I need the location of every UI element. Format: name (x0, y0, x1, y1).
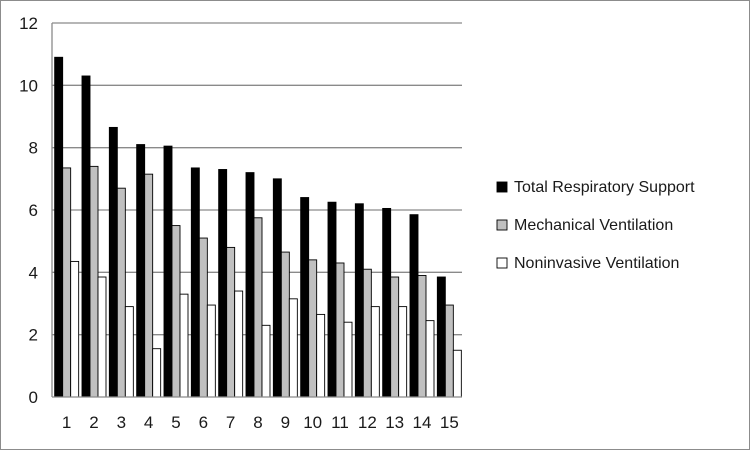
y-tick-label: 6 (29, 201, 38, 220)
legend-label: Noninvasive Ventilation (514, 255, 679, 272)
x-tick-label: 15 (440, 413, 459, 432)
x-tick-label: 1 (62, 413, 71, 432)
bar-mechanical-ventilation-9 (280, 251, 290, 398)
bar-noninvasive-ventilation-6 (206, 304, 216, 398)
bar-noninvasive-ventilation-2 (97, 276, 107, 398)
x-tick-label: 5 (171, 413, 180, 432)
bar-mechanical-ventilation-6 (198, 237, 208, 398)
x-tick-label: 3 (117, 413, 126, 432)
bar-mechanical-ventilation-13 (390, 276, 400, 398)
axes (51, 23, 462, 398)
y-tick-label: 10 (19, 76, 38, 95)
y-tick-label: 8 (29, 139, 38, 158)
legend-swatch (496, 181, 508, 193)
bar-noninvasive-ventilation-11 (343, 321, 353, 398)
bar-noninvasive-ventilation-8 (261, 324, 271, 398)
bar-mechanical-ventilation-8 (253, 217, 263, 398)
y-tick-label: 4 (29, 263, 38, 282)
bar-mechanical-ventilation-4 (144, 173, 154, 398)
x-tick-label: 6 (199, 413, 208, 432)
bar-mechanical-ventilation-12 (362, 268, 372, 398)
bar-total-respiratory-support-8 (245, 172, 255, 398)
y-tick-label: 2 (29, 326, 38, 345)
legend-label: Total Respiratory Support (514, 179, 695, 196)
x-tick-label: 12 (358, 413, 377, 432)
bar-mechanical-ventilation-11 (335, 262, 345, 398)
bar-noninvasive-ventilation-3 (124, 306, 134, 398)
bars (54, 56, 462, 398)
bar-total-respiratory-support-3 (108, 126, 118, 398)
bar-total-respiratory-support-7 (218, 169, 228, 398)
bar-total-respiratory-support-13 (382, 207, 392, 398)
x-tick-label: 10 (303, 413, 322, 432)
bar-mechanical-ventilation-10 (308, 259, 318, 398)
legend-label: Mechanical Ventilation (514, 217, 673, 234)
bar-noninvasive-ventilation-14 (425, 320, 435, 398)
x-tick-labels: 1 2 3 4 5 6 7 8 9 10 11 12 13 14 15 (62, 413, 459, 432)
bar-mechanical-ventilation-14 (417, 275, 427, 398)
bar-mechanical-ventilation-5 (171, 225, 181, 398)
y-tick-label: 0 (29, 388, 38, 407)
bar-mechanical-ventilation-2 (89, 165, 99, 398)
bar-mechanical-ventilation-15 (444, 304, 454, 398)
x-tick-label: 9 (281, 413, 290, 432)
x-tick-label: 7 (226, 413, 235, 432)
bar-total-respiratory-support-4 (136, 144, 146, 398)
bar-total-respiratory-support-1 (54, 56, 64, 398)
bar-noninvasive-ventilation-13 (398, 306, 408, 398)
bar-total-respiratory-support-10 (300, 197, 310, 398)
legend-swatch (496, 219, 508, 231)
bar-total-respiratory-support-14 (409, 214, 419, 398)
bar-noninvasive-ventilation-5 (179, 293, 189, 398)
x-tick-label: 11 (331, 413, 349, 432)
x-tick-label: 4 (144, 413, 153, 432)
y-tick-labels: 0 2 4 6 8 10 12 (19, 14, 38, 407)
bar-noninvasive-ventilation-7 (234, 290, 244, 398)
bar-noninvasive-ventilation-10 (316, 313, 326, 398)
bar-noninvasive-ventilation-9 (288, 298, 298, 398)
bar-noninvasive-ventilation-1 (70, 260, 80, 398)
x-tick-label: 2 (89, 413, 98, 432)
x-tick-label: 13 (385, 413, 404, 432)
bar-mechanical-ventilation-1 (62, 167, 72, 398)
bar-noninvasive-ventilation-12 (370, 306, 380, 398)
bar-mechanical-ventilation-7 (226, 246, 236, 398)
bar-total-respiratory-support-9 (272, 178, 282, 398)
bar-total-respiratory-support-12 (354, 203, 364, 398)
legend: Total Respiratory Support Mechanical Vent… (496, 179, 695, 272)
bar-noninvasive-ventilation-15 (452, 349, 462, 398)
x-tick-label: 8 (253, 413, 262, 432)
bar-noninvasive-ventilation-4 (152, 348, 162, 398)
y-tick-label: 12 (19, 14, 38, 33)
bar-total-respiratory-support-6 (190, 167, 200, 398)
bar-mechanical-ventilation-3 (116, 187, 126, 398)
bar-total-respiratory-support-2 (81, 75, 91, 398)
x-tick-label: 14 (413, 413, 432, 432)
legend-swatch (496, 257, 508, 269)
bar-total-respiratory-support-5 (163, 145, 173, 398)
bar-total-respiratory-support-15 (436, 276, 446, 398)
bar-total-respiratory-support-11 (327, 201, 337, 398)
